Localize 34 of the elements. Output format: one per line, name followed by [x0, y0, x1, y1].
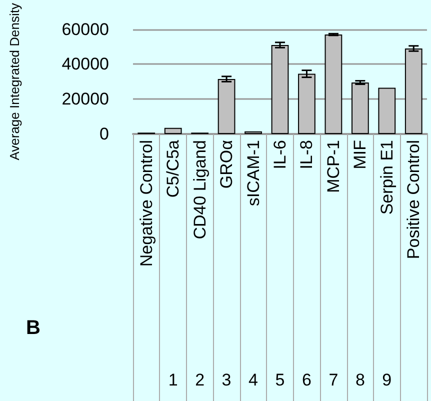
text: 5 — [275, 370, 285, 390]
text: 4 — [248, 370, 258, 390]
text: 3 — [222, 370, 232, 390]
bar — [298, 74, 316, 134]
x-tick-label: Negative Control — [136, 140, 156, 267]
text: 9 — [382, 370, 392, 390]
y-axis-title: Average Integrated Density — [7, 2, 22, 160]
bar — [164, 128, 182, 134]
x-tick-label: Serpin E1 — [377, 140, 396, 215]
x-tick-label: MIF — [350, 140, 370, 170]
text: 1 — [168, 370, 178, 390]
y-tick-label: 60000 — [62, 20, 109, 39]
x-tick-label: IL-8 — [297, 140, 316, 170]
bar — [378, 88, 396, 134]
bar — [324, 34, 342, 134]
bar — [351, 82, 369, 134]
text: 8 — [355, 370, 365, 390]
bar — [404, 48, 422, 134]
x-tick-label: Positive Control — [404, 140, 424, 260]
x-tick-label: MCP-1 — [324, 140, 343, 193]
text: B — [26, 317, 40, 339]
x-tick-label: C5/C5a — [164, 139, 183, 198]
text: 6 — [302, 370, 312, 390]
y-tick-label: 40000 — [62, 54, 109, 74]
text: 2 — [195, 370, 205, 390]
y-tick-label: 20000 — [62, 90, 109, 109]
x-tick-label: GROα — [217, 140, 236, 189]
x-tick-label: sICAM-1 — [244, 140, 263, 206]
x-tick-label: CD40 Ligand — [190, 140, 210, 240]
x-tick-label: IL-6 — [270, 140, 290, 170]
bar — [271, 45, 289, 134]
y-tick-label: 0 — [100, 124, 109, 144]
text: 7 — [328, 370, 338, 390]
bar — [218, 79, 236, 134]
